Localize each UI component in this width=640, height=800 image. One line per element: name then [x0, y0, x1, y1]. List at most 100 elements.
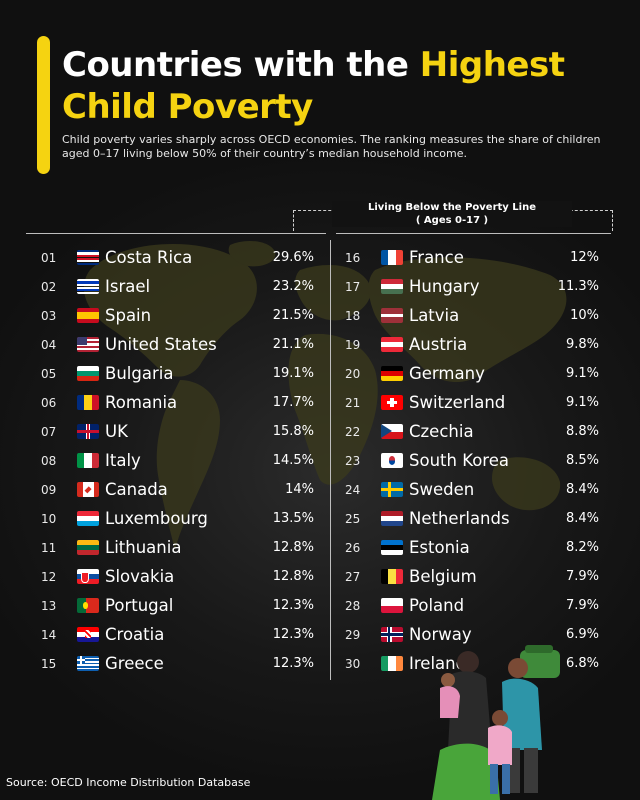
poverty-rate-value: 10%: [570, 308, 599, 323]
table-row: 07 UK 15.8%: [41, 417, 314, 446]
table-row: 11 Lithuania 12.8%: [41, 533, 314, 562]
country-name: Sweden: [409, 480, 475, 499]
column-header: Living Below the Poverty Line ( Ages 0-1…: [332, 201, 572, 227]
poverty-rate-value: 8.4%: [565, 511, 599, 526]
table-row: 01 Costa Rica 29.6%: [41, 243, 314, 272]
poverty-rate-value: 9.8%: [565, 337, 599, 352]
table-row: 10 Luxembourg 13.5%: [41, 504, 314, 533]
poverty-rate-value: 14.5%: [272, 453, 314, 468]
country-name: Switzerland: [409, 393, 506, 412]
poverty-rate-value: 8.5%: [565, 453, 599, 468]
poverty-rate-value: 21.5%: [272, 308, 314, 323]
rank-label: 26: [345, 540, 361, 555]
bulgaria-flag-icon: [77, 366, 99, 381]
table-row: 30 Ireland 6.8%: [345, 649, 599, 678]
romania-flag-icon: [77, 395, 99, 410]
table-row: 19 Austria 9.8%: [345, 330, 599, 359]
country-name: Croatia: [105, 625, 165, 644]
israel-flag-icon: [77, 279, 99, 294]
rank-label: 14: [41, 627, 57, 642]
rank-label: 19: [345, 337, 361, 352]
table-row: 27 Belgium 7.9%: [345, 562, 599, 591]
title-highlight-1: Highest: [419, 45, 565, 85]
family-illustration: [432, 645, 560, 800]
latvia-flag-icon: [381, 308, 403, 323]
poverty-rate-value: 29.6%: [272, 250, 314, 265]
country-name: United States: [105, 335, 217, 354]
country-name: Greece: [105, 654, 164, 673]
country-name: Bulgaria: [105, 364, 174, 383]
netherlands-flag-icon: [381, 511, 403, 526]
table-row: 08 Italy 14.5%: [41, 446, 314, 475]
country-name: Norway: [409, 625, 472, 644]
rank-label: 13: [41, 598, 57, 613]
poverty-rate-value: 12.3%: [272, 627, 314, 642]
country-name: Belgium: [409, 567, 477, 586]
poverty-rate-value: 7.9%: [565, 598, 599, 613]
country-name: Latvia: [409, 306, 460, 325]
spain-flag-icon: [77, 308, 99, 323]
country-name: Germany: [409, 364, 485, 383]
rank-label: 08: [41, 453, 57, 468]
country-name: Spain: [105, 306, 152, 325]
page-subtitle: Child poverty varies sharply across OECD…: [62, 133, 601, 160]
world-map-background: [83, 240, 567, 550]
title-highlight-2: Child Poverty: [62, 87, 313, 127]
country-name: Ireland: [409, 654, 467, 673]
right-column-rule: [336, 233, 611, 234]
poland-flag-icon: [381, 598, 403, 613]
table-row: 14 Croatia 12.3%: [41, 620, 314, 649]
poverty-rate-value: 11.3%: [557, 279, 599, 294]
table-row: 23 South Korea 8.5%: [345, 446, 599, 475]
rank-label: 04: [41, 337, 57, 352]
country-name: Estonia: [409, 538, 470, 557]
belgium-flag-icon: [381, 569, 403, 584]
country-name: Romania: [105, 393, 178, 412]
rank-label: 05: [41, 366, 57, 381]
country-name: Poland: [409, 596, 465, 615]
rank-label: 12: [41, 569, 57, 584]
rank-label: 22: [345, 424, 361, 439]
rank-label: 28: [345, 598, 361, 613]
poverty-rate-value: 8.2%: [565, 540, 599, 555]
page-title: Countries with the Highest Child Poverty: [62, 44, 622, 128]
country-name: South Korea: [409, 451, 509, 470]
table-row: 16 France 12%: [345, 243, 599, 272]
table-row: 15 Greece 12.3%: [41, 649, 314, 678]
poverty-rate-value: 7.9%: [565, 569, 599, 584]
slovakia-flag-icon: [77, 569, 99, 584]
italy-flag-icon: [77, 453, 99, 468]
country-name: Italy: [105, 451, 141, 470]
poverty-rate-value: 23.2%: [272, 279, 314, 294]
ireland-flag-icon: [381, 656, 403, 671]
poverty-rate-value: 14%: [285, 482, 314, 497]
rank-label: 29: [345, 627, 361, 642]
column-header-line-1: Living Below the Poverty Line: [367, 202, 536, 213]
uk-flag-icon: [77, 424, 99, 439]
portugal-flag-icon: [77, 598, 99, 613]
table-row: 12 Slovakia 12.8%: [41, 562, 314, 591]
poverty-rate-value: 21.1%: [272, 337, 314, 352]
germany-flag-icon: [381, 366, 403, 381]
title-part-1: Countries with the: [62, 45, 420, 85]
country-name: France: [409, 248, 464, 267]
poverty-rate-value: 9.1%: [565, 366, 599, 381]
rank-label: 17: [345, 279, 361, 294]
rank-label: 15: [41, 656, 57, 671]
poverty-rate-value: 6.9%: [565, 627, 599, 642]
poverty-rate-value: 12.3%: [272, 598, 314, 613]
sweden-flag-icon: [381, 482, 403, 497]
croatia-flag-icon: [77, 627, 99, 642]
country-name: UK: [105, 422, 128, 441]
rank-label: 16: [345, 250, 361, 265]
country-name: Israel: [105, 277, 151, 296]
country-name: Canada: [105, 480, 168, 499]
poverty-rate-value: 13.5%: [272, 511, 314, 526]
poverty-rate-value: 6.8%: [565, 656, 599, 671]
united-states-flag-icon: [77, 337, 99, 352]
estonia-flag-icon: [381, 540, 403, 555]
left-column-rule: [26, 233, 326, 234]
rank-label: 27: [345, 569, 361, 584]
poverty-rate-value: 8.8%: [565, 424, 599, 439]
costa-rica-flag-icon: [77, 250, 99, 265]
